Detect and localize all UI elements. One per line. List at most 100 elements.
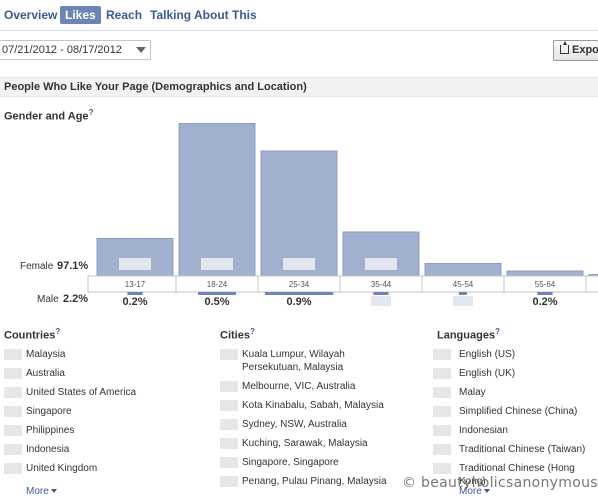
export-label: Expor [572, 44, 598, 56]
chevron-down-icon [136, 47, 146, 53]
blurred-count [433, 349, 451, 360]
tab-reach[interactable]: Reach [106, 8, 143, 22]
countries-list-item: United Kingdom [4, 462, 169, 475]
languages-list-item: Simplified Chinese (China) [433, 405, 598, 418]
age-tick-label: 45-54 [453, 280, 474, 289]
cities-name[interactable]: Singapore, Singapore [242, 457, 339, 468]
countries-list-item: Malaysia [4, 348, 169, 361]
cities-name[interactable]: Penang, Pulau Pinang, Malaysia [242, 476, 387, 487]
help-icon[interactable]: ? [249, 327, 255, 336]
date-range-select[interactable]: 07/21/2012 - 08/17/2012 [0, 40, 151, 60]
tab-bar: Overview Likes Reach Talking About This [0, 0, 598, 31]
languages-name[interactable]: English (US) [459, 349, 516, 360]
languages-more-link[interactable]: More [459, 486, 490, 497]
languages-title-text: Languages [437, 329, 496, 342]
languages-name[interactable]: Malay [459, 387, 486, 398]
age-tick-label: 25-34 [289, 280, 310, 289]
languages-name[interactable]: Simplified Chinese (China) [459, 406, 578, 417]
blurred-count [220, 438, 238, 449]
languages-list-item: Traditional Chinese (Taiwan) [433, 443, 598, 456]
age-tick-label: 35-44 [371, 280, 392, 289]
age-tick-label: 18-24 [207, 280, 228, 289]
countries-name[interactable]: Singapore [26, 406, 72, 417]
female-bar-18-24[interactable] [178, 123, 256, 277]
countries-name[interactable]: United Kingdom [26, 463, 98, 474]
languages-name[interactable]: Traditional Chinese (Hong Kong) [459, 463, 575, 487]
languages-name[interactable]: English (UK) [459, 368, 516, 379]
male-bar-25-34[interactable] [264, 292, 334, 295]
tab-overview[interactable]: Overview [4, 8, 58, 22]
languages-name[interactable]: Traditional Chinese (Taiwan) [459, 444, 586, 455]
cities-title: Cities? [220, 327, 255, 342]
blurred-count [371, 296, 391, 306]
countries-list-item: Indonesia [4, 443, 169, 456]
male-bar-35-44[interactable] [373, 292, 389, 295]
cities-name[interactable]: Melbourne, VIC, Australia [242, 381, 356, 392]
blurred-count [4, 387, 22, 398]
countries-title: Countries? [4, 327, 60, 342]
blurred-count [433, 368, 451, 379]
blurred-count [220, 476, 238, 487]
blurred-count [433, 425, 451, 436]
cities-list-item: Penang, Pulau Pinang, Malaysia [220, 475, 400, 488]
blurred-count [433, 406, 451, 417]
female-bar-65+[interactable] [588, 274, 598, 277]
languages-list-item: Indonesian [433, 424, 598, 437]
gender-age-title-text: Gender and Age [4, 110, 89, 123]
languages-name[interactable]: Indonesian [459, 425, 508, 436]
countries-list-item: Philippines [4, 424, 169, 437]
countries-name[interactable]: United States of America [26, 387, 137, 398]
male-value-label: 0.5% [204, 296, 229, 308]
help-icon[interactable]: ? [495, 327, 500, 336]
male-value-label: 0.2% [122, 296, 147, 308]
blurred-count [220, 419, 238, 430]
tab-likes[interactable]: Likes [60, 6, 101, 24]
tab-talking-about-this[interactable]: Talking About This [150, 8, 257, 22]
languages-list-item: Traditional Chinese (Hong Kong) [433, 462, 598, 488]
blurred-count [4, 406, 22, 417]
blurred-count [433, 444, 451, 455]
female-bar-55-64[interactable] [506, 270, 584, 277]
cities-name[interactable]: Sydney, NSW, Australia [242, 419, 347, 430]
countries-more-link[interactable]: More [26, 486, 57, 497]
countries-list-item: United States of America [4, 386, 169, 399]
blurred-count [433, 387, 451, 398]
cities-name[interactable]: Kuching, Sarawak, Malaysia [242, 438, 368, 449]
blurred-count [220, 457, 238, 468]
languages-list-item: English (UK) [433, 367, 598, 380]
male-bar-55-64[interactable] [537, 292, 553, 295]
cities-list-item: Singapore, Singapore [220, 456, 400, 469]
blurred-count [201, 258, 233, 270]
cities-name[interactable]: Kuala Lumpur, Wilayah Persekutuan, Malay… [242, 349, 345, 373]
male-label: Male [37, 294, 59, 305]
cities-name[interactable]: Kota Kinabalu, Sabah, Malaysia [242, 400, 384, 411]
cities-list-item: Kuching, Sarawak, Malaysia [220, 437, 400, 450]
male-bar-13-17[interactable] [127, 292, 143, 295]
export-icon [560, 41, 569, 54]
countries-name[interactable]: Philippines [26, 425, 75, 436]
gender-age-title: Gender and Age? [4, 108, 93, 123]
male-bar-18-24[interactable] [198, 292, 236, 295]
help-icon[interactable]: ? [55, 327, 61, 336]
female-bar-13-17[interactable] [96, 238, 174, 277]
blurred-count [4, 425, 22, 436]
countries-name[interactable]: Australia [26, 368, 65, 379]
blurred-count [433, 463, 451, 474]
cities-list-item: Kota Kinabalu, Sabah, Malaysia [220, 399, 400, 412]
female-percentage: 97.1% [57, 260, 89, 272]
male-value-label: 0.9% [286, 296, 311, 308]
section-header: People Who Like Your Page (Demographics … [0, 77, 598, 97]
male-bar-45-54[interactable] [459, 292, 467, 295]
more-label: More [459, 486, 482, 497]
countries-name[interactable]: Indonesia [26, 444, 70, 455]
age-tick-label: 55-64 [535, 280, 556, 289]
countries-list-item: Singapore [4, 405, 169, 418]
blurred-count [453, 296, 473, 306]
export-button[interactable]: Expor [553, 40, 598, 61]
help-icon[interactable]: ? [88, 108, 94, 117]
female-bar-25-34[interactable] [260, 150, 338, 277]
female-bar-45-54[interactable] [424, 263, 502, 277]
chevron-down-icon [483, 489, 490, 494]
female-label: Female [20, 261, 54, 272]
countries-name[interactable]: Malaysia [26, 349, 66, 360]
